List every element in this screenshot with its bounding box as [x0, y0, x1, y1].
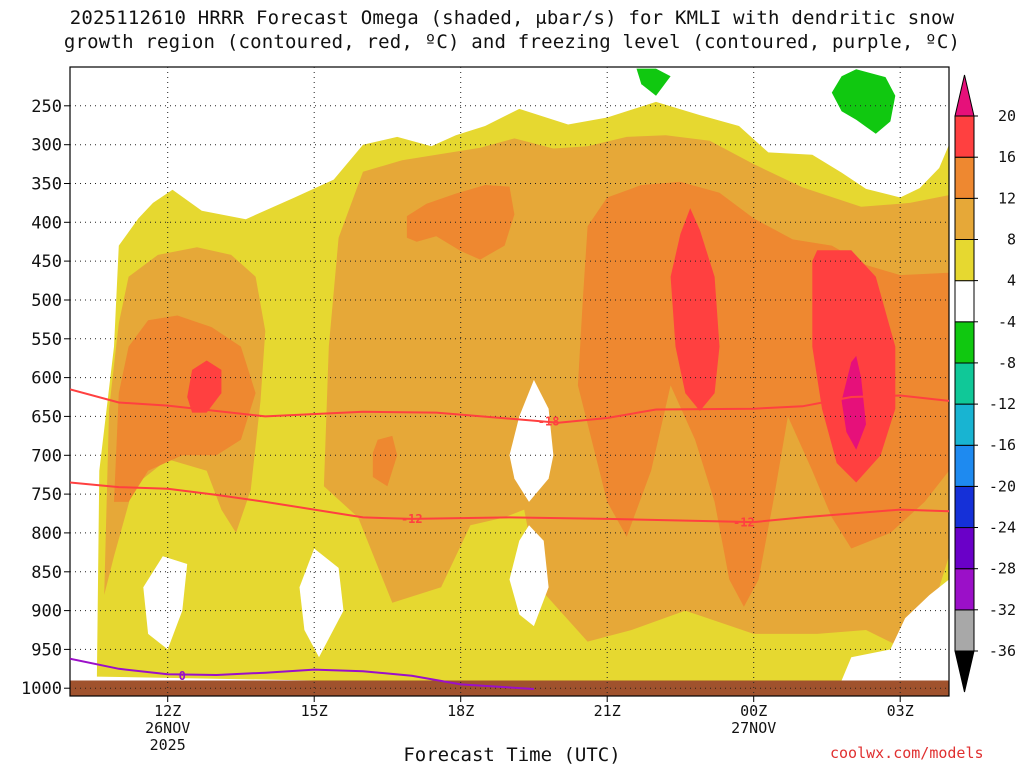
- omega-fill-12-16-west: [114, 315, 256, 502]
- y-tick-label-800: 800: [31, 524, 62, 544]
- y-tick-label-300: 300: [31, 136, 62, 156]
- colorbar-bin--16-to--12: [954, 403, 975, 446]
- y-tick-label-850: 850: [31, 563, 62, 583]
- y-tick-label-700: 700: [31, 446, 62, 466]
- colorbar-label--20: -20: [989, 477, 1016, 495]
- y-tick-label-450: 450: [31, 252, 62, 272]
- omega-hole-center-lower: [509, 525, 549, 627]
- omega-hole-center: [509, 379, 554, 502]
- colorbar-bin--4-to-4: [954, 280, 975, 323]
- omega-fill-neg-northeast: [831, 69, 896, 134]
- colorbar-bin-4-to-8: [954, 239, 975, 282]
- y-tick-label-400: 400: [31, 213, 62, 233]
- x-tick-label-12-2: 2025: [150, 736, 186, 754]
- colorbar-bin--32-to--28: [954, 568, 975, 611]
- freezing-level-line: [70, 657, 534, 690]
- y-tick-label-950: 950: [31, 640, 62, 660]
- colorbar-label--16: -16: [989, 436, 1016, 454]
- isotherm-label--18-0: -18: [538, 414, 560, 428]
- isotherm--12: [70, 481, 949, 524]
- colorbar-bin-16-to-20: [954, 115, 975, 158]
- omega-fill-16-20-west: [187, 360, 222, 413]
- colorbar-label-16: 16: [998, 148, 1016, 166]
- colorbar-bin--24-to--20: [954, 485, 975, 529]
- omega-hole-southeast: [841, 579, 949, 681]
- colorbar-bin--36-to--32: [954, 609, 975, 652]
- colorbar-label-8: 8: [1007, 231, 1016, 249]
- y-tick-label-250: 250: [31, 97, 62, 117]
- isotherm-label--12-1: -12: [733, 515, 755, 529]
- y-tick-label-1000: 1000: [21, 679, 62, 699]
- x-axis-label: Forecast Time (UTC): [403, 744, 621, 766]
- colorbar-label-20: 20: [998, 107, 1016, 125]
- y-tick-label-750: 750: [31, 485, 62, 505]
- omega-hole-southcenter: [299, 548, 344, 658]
- credit-text: coolwx.com/models: [830, 744, 984, 762]
- y-tick-label-650: 650: [31, 407, 62, 427]
- x-tick-label-27-0: 03Z: [887, 702, 914, 720]
- y-tick-label-500: 500: [31, 291, 62, 311]
- colorbar-label--8: -8: [998, 354, 1016, 372]
- freezing-level-label-0: 0: [179, 669, 186, 683]
- colorbar-bin-8-to-12: [954, 197, 975, 241]
- x-tick-label-15-0: 15Z: [301, 702, 328, 720]
- x-tick-label-12-1: 26NOV: [145, 719, 190, 737]
- y-tick-label-900: 900: [31, 602, 62, 622]
- colorbar-label--24: -24: [989, 519, 1016, 537]
- isotherm--18: [70, 388, 949, 424]
- colorbar-bin-below--36: [954, 650, 975, 693]
- isotherm-label--12-0: -12: [401, 512, 423, 526]
- chart-title: 2025112610 HRRR Forecast Omega (shaded, …: [0, 6, 1024, 54]
- omega-fill-12-16-south: [372, 435, 398, 487]
- colorbar-bin--12-to--8: [954, 362, 975, 405]
- y-tick-label-350: 350: [31, 175, 62, 195]
- colorbar-label-4: 4: [1007, 272, 1016, 290]
- colorbar-label--36: -36: [989, 642, 1016, 660]
- colorbar-bin--28-to--24: [954, 527, 975, 570]
- chart-title-line-2: growth region (contoured, red, ºC) and f…: [63, 31, 961, 53]
- chart-title-line-1: 2025112610 HRRR Forecast Omega (shaded, …: [69, 7, 955, 29]
- colorbar-label--12: -12: [989, 395, 1016, 413]
- colorbar-bin--8-to--4: [954, 321, 975, 364]
- y-tick-label-550: 550: [31, 330, 62, 350]
- omega-fill-16-20-mid: [670, 208, 720, 411]
- colorbar-label--28: -28: [989, 560, 1016, 578]
- omega-hole-southwest: [143, 556, 188, 650]
- x-tick-label-24-1: 27NOV: [731, 719, 776, 737]
- x-tick-label-12-0: 12Z: [154, 702, 181, 720]
- colorbar-bin--20-to--16: [954, 444, 975, 487]
- colorbar-label-12: 12: [998, 189, 1016, 207]
- omega-fill-neg-north: [636, 68, 671, 96]
- colorbar-label--32: -32: [989, 601, 1016, 619]
- omega-fill-above-20: [841, 355, 866, 450]
- x-tick-label-21-0: 21Z: [594, 702, 621, 720]
- colorbar-bin-above-20: [954, 74, 975, 117]
- y-tick-label-600: 600: [31, 369, 62, 389]
- colorbar-bin-12-to-16: [954, 156, 975, 199]
- x-tick-label-24-0: 00Z: [740, 702, 767, 720]
- x-tick-label-18-0: 18Z: [447, 702, 474, 720]
- colorbar-label--4: -4: [998, 313, 1016, 331]
